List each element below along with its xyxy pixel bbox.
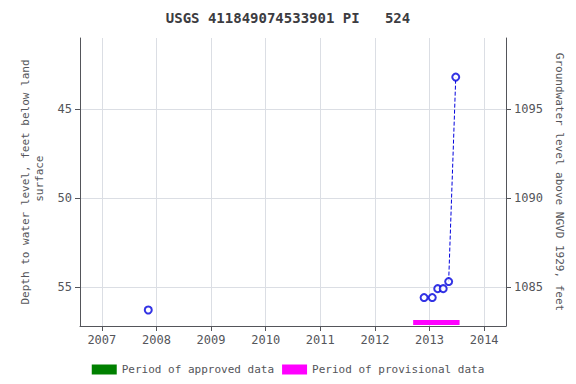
svg-text:2013: 2013 bbox=[415, 333, 444, 347]
svg-text:1085: 1085 bbox=[514, 280, 543, 294]
svg-text:surface: surface bbox=[33, 156, 46, 209]
svg-text:2009: 2009 bbox=[197, 333, 226, 347]
svg-text:1095: 1095 bbox=[514, 102, 543, 116]
svg-text:50: 50 bbox=[58, 191, 72, 205]
svg-text:Groundwater level above NGVD 1: Groundwater level above NGVD 1929, feet bbox=[553, 53, 566, 311]
svg-text:2010: 2010 bbox=[251, 333, 280, 347]
svg-text:2011: 2011 bbox=[306, 333, 335, 347]
svg-text:Period of provisional data: Period of provisional data bbox=[312, 363, 484, 376]
svg-text:1090: 1090 bbox=[514, 191, 543, 205]
svg-text:2012: 2012 bbox=[360, 333, 389, 347]
svg-text:2007: 2007 bbox=[87, 333, 116, 347]
svg-text:Period of approved data: Period of approved data bbox=[122, 363, 274, 376]
svg-text:55: 55 bbox=[58, 280, 72, 294]
svg-text:2008: 2008 bbox=[142, 333, 171, 347]
svg-text:USGS 411849074533901 PI 524: USGS 411849074533901 PI 524 bbox=[166, 10, 410, 26]
svg-text:2014: 2014 bbox=[470, 333, 499, 347]
svg-text:Depth to water level, feet bel: Depth to water level, feet below land bbox=[19, 59, 32, 304]
svg-text:45: 45 bbox=[58, 102, 72, 116]
